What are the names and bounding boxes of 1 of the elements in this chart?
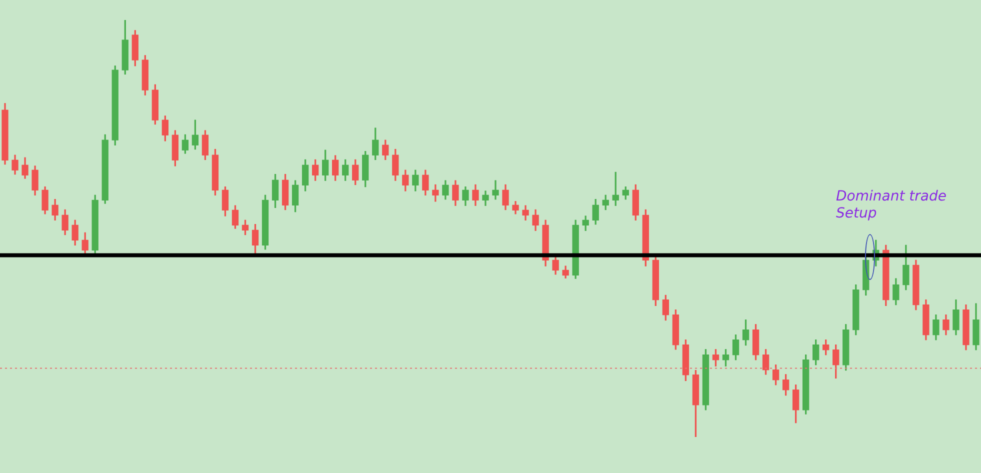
annotation: Dominant trade Setup	[836, 188, 946, 222]
